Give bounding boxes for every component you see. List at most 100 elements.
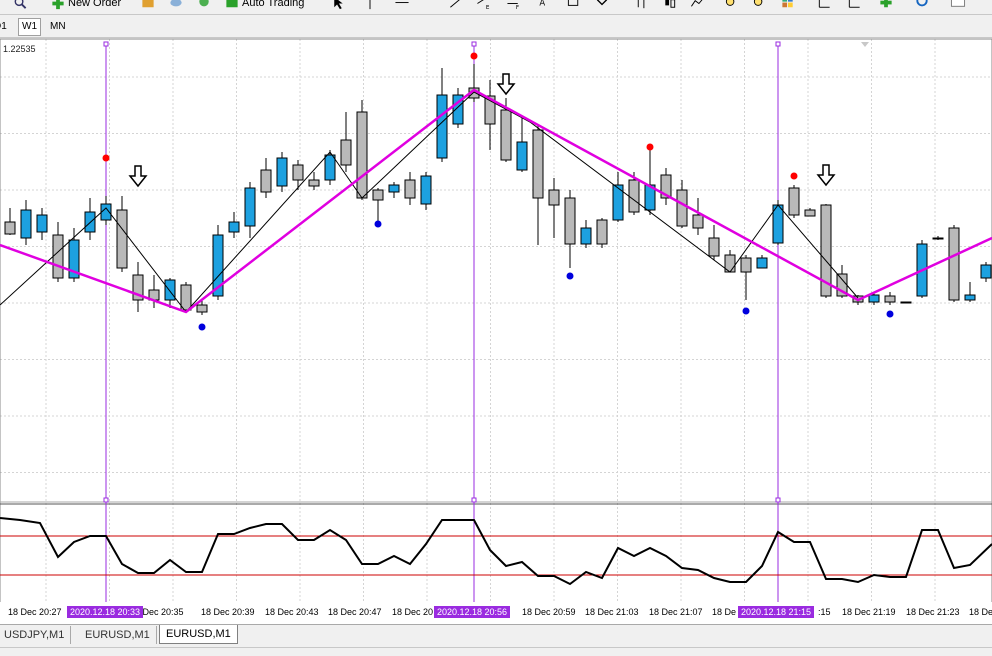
timeframe-mn[interactable]: MN xyxy=(50,21,66,32)
marker-vline-handle xyxy=(775,41,781,47)
time-label: 18 Dec 20 xyxy=(392,607,434,617)
bull-candle xyxy=(580,227,592,245)
time-axis: 18 Dec 20:27 18 Dec 20:35 18 Dec 20:39 1… xyxy=(0,602,992,622)
horizontal-line-icon[interactable] xyxy=(394,0,410,11)
timeframe-w1[interactable]: W1 xyxy=(18,18,41,36)
tab-eurusd-m1-active[interactable]: EURUSD,M1 xyxy=(159,625,238,644)
bear-candle xyxy=(340,139,352,166)
bear-candle xyxy=(4,221,16,235)
new-order-button[interactable]: New Order xyxy=(68,0,122,9)
bottom-fractal-dot xyxy=(198,323,206,331)
zigzag-thin-line xyxy=(0,91,859,313)
bull-candle xyxy=(756,257,768,269)
indicators-icon[interactable] xyxy=(878,0,894,11)
zigzag-thin xyxy=(0,91,859,313)
bear-candle xyxy=(404,179,416,199)
bear-candle xyxy=(660,174,672,199)
bull-candle xyxy=(36,214,48,233)
bull-candle xyxy=(20,209,32,239)
bull-candle xyxy=(516,141,528,171)
time-label: 18 Dec 21:23 xyxy=(906,607,960,617)
oscillator-indicator xyxy=(0,517,992,586)
trendline-icon[interactable] xyxy=(448,0,464,11)
chart-shift-marker[interactable] xyxy=(861,42,869,47)
marker-vline-handle xyxy=(103,41,109,47)
templates-icon[interactable] xyxy=(950,0,966,11)
autoscroll-icon[interactable] xyxy=(846,0,862,11)
new-order-icon[interactable] xyxy=(50,0,66,11)
bottom-fractal-dot xyxy=(374,220,382,228)
bear-candle xyxy=(804,209,816,217)
bear-candle xyxy=(820,204,832,297)
bear-candle xyxy=(932,237,944,240)
periods-icon[interactable] xyxy=(914,0,930,11)
zigzag-thick xyxy=(0,88,992,314)
tab-usdjpy-m1[interactable]: USDJPY,M1 xyxy=(0,626,72,644)
down-arrows xyxy=(128,73,836,188)
bottom-fractal-dot xyxy=(742,307,750,315)
down-arrow-icon xyxy=(128,165,148,188)
top-fractal-dot xyxy=(470,52,478,60)
top-fractal-dot xyxy=(102,154,110,162)
globe-icon[interactable] xyxy=(196,0,212,11)
market-watch-icon[interactable] xyxy=(140,0,156,11)
text-icon[interactable]: A xyxy=(536,0,552,11)
auto-trading-icon[interactable] xyxy=(224,0,240,11)
vertical-line-icon[interactable] xyxy=(362,0,378,11)
signals-icon[interactable] xyxy=(168,0,184,11)
time-label: 18 De xyxy=(712,607,737,617)
bear-candle xyxy=(564,197,576,245)
marker-vline-handle xyxy=(471,41,477,47)
bear-candle xyxy=(548,189,560,206)
zoom-icon[interactable] xyxy=(12,0,28,11)
fractal-dots xyxy=(102,52,894,331)
svg-text:E: E xyxy=(486,5,490,11)
arrows-icon[interactable] xyxy=(594,0,610,11)
bear-candle xyxy=(260,169,272,193)
bull-candle xyxy=(964,294,976,301)
bear-candle xyxy=(196,304,208,313)
tab-eurusd-m1[interactable]: EURUSD,M1 xyxy=(79,626,157,644)
cursor-icon[interactable] xyxy=(330,0,346,11)
bar-chart-icon[interactable] xyxy=(634,0,650,11)
time-label: 18 Dec 21:03 xyxy=(585,607,639,617)
bear-candle xyxy=(692,214,704,229)
vline-time-marker: 2020.12.18 20:56 xyxy=(434,606,511,618)
candlestick-icon[interactable] xyxy=(662,0,678,11)
bull-candle xyxy=(420,175,432,205)
bull-candle xyxy=(244,187,256,227)
tile-windows-icon[interactable] xyxy=(780,0,796,11)
marker-vline-handle xyxy=(775,497,781,503)
text-label-icon[interactable] xyxy=(566,0,582,11)
bottom-fractal-dot xyxy=(566,272,574,280)
fibonacci-icon[interactable]: F xyxy=(506,0,522,11)
bear-candle xyxy=(372,189,384,201)
zoom-out-icon[interactable] xyxy=(752,0,768,11)
auto-trading-button[interactable]: Auto Trading xyxy=(242,0,305,9)
bull-candle xyxy=(612,184,624,221)
marker-vline-handle xyxy=(471,497,477,503)
down-arrow-icon xyxy=(496,73,516,96)
chart-shift-icon[interactable] xyxy=(816,0,832,11)
bear-candle xyxy=(180,284,192,311)
vline-time-marker: 2020.12.18 20:33 xyxy=(67,606,144,618)
price-chart[interactable] xyxy=(0,38,992,604)
bull-candle xyxy=(388,184,400,193)
chart-tabs: USDJPY,M1 EURUSD,M1 EURUSD,M1 xyxy=(0,624,992,647)
top-fractal-dot xyxy=(790,172,798,180)
bear-candle xyxy=(52,234,64,279)
time-label: :15 xyxy=(818,607,831,617)
bull-candle xyxy=(164,279,176,301)
line-chart-icon[interactable] xyxy=(690,0,706,11)
bear-candle xyxy=(788,187,800,216)
bull-candle xyxy=(324,154,336,181)
zigzag-thick-line xyxy=(0,88,992,314)
equidistant-channel-icon[interactable]: E xyxy=(476,0,492,11)
bear-candle xyxy=(948,227,960,301)
bull-candle xyxy=(228,221,240,233)
marker-vline-handle xyxy=(103,497,109,503)
bear-candle xyxy=(884,295,896,303)
timeframe-d1[interactable]: D1 xyxy=(0,21,7,32)
zoom-in-icon[interactable] xyxy=(724,0,740,11)
bear-candle xyxy=(356,111,368,199)
